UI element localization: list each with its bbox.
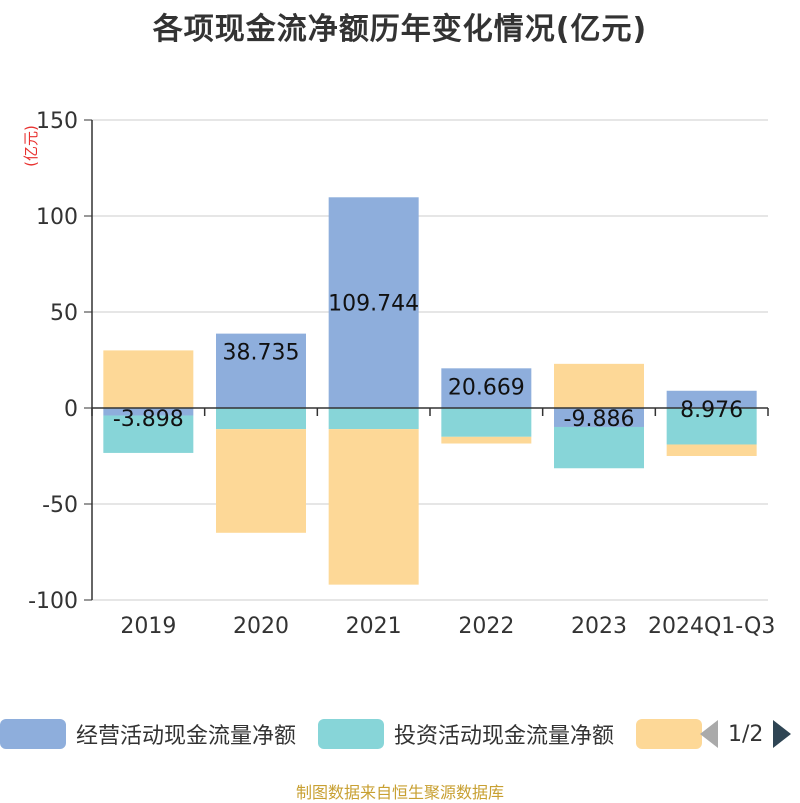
- bar-investing-2020: [216, 408, 306, 430]
- bar-financing-2021: [328, 429, 419, 585]
- data-label: -3.898: [113, 407, 184, 432]
- chevron-right-icon[interactable]: [773, 720, 792, 748]
- data-label: 8.976: [680, 398, 743, 423]
- x-tick-label: 2021: [346, 614, 402, 639]
- legend-item-operating[interactable]: 经营活动现金流量净额: [0, 718, 296, 750]
- bar-financing-2023: [554, 363, 644, 408]
- data-label: -9.886: [564, 407, 635, 432]
- y-tick-label: 150: [36, 109, 78, 134]
- bar-operating-2023: [554, 408, 644, 427]
- legend-label-investing: 投资活动现金流量净额: [394, 724, 615, 749]
- data-label: 109.744: [328, 292, 419, 317]
- chart-canvas: 150 100 50 0 -50 -100 (亿元) 2019 2020 2021 2022 2023…: [22, 109, 775, 639]
- chart-title: 各项现金流净额历年变化情况(亿元): [152, 12, 648, 47]
- bar-financing-2020: [216, 429, 306, 533]
- y-tick-label: 100: [36, 205, 78, 230]
- legend-label-operating: 经营活动现金流量净额: [76, 724, 297, 749]
- source-footer: 制图数据来自恒生聚源数据库: [295, 783, 504, 802]
- legend-swatch-operating: [0, 719, 66, 749]
- data-label: 20.669: [448, 375, 525, 400]
- bar-investing-2023: [554, 426, 644, 469]
- legend-page-indicator: 1/2: [728, 721, 764, 747]
- legend-pager: 1/2: [700, 716, 792, 752]
- x-tick-label: 2023: [571, 614, 627, 639]
- y-axis-label: (亿元): [22, 125, 40, 167]
- legend-swatch-investing: [318, 719, 385, 749]
- y-tick-label: -100: [28, 589, 78, 614]
- legend-item-investing[interactable]: 投资活动现金流量净额: [318, 718, 614, 750]
- legend: 经营活动现金流量净额 投资活动现金流量净额: [0, 717, 734, 751]
- bar-operating-2024Q1-Q3: [666, 390, 757, 408]
- bar-financing-2024Q1-Q3: [666, 444, 757, 456]
- x-tick-label: 2020: [233, 614, 289, 639]
- bar-financing-2022: [441, 436, 532, 444]
- y-tick-label: 0: [64, 397, 78, 422]
- bar-operating-2020: [216, 333, 306, 408]
- bar-investing-2021: [328, 408, 419, 430]
- bar-operating-2021: [328, 197, 419, 408]
- y-tick-label: -50: [42, 493, 78, 518]
- y-tick-label: 50: [50, 301, 78, 326]
- legend-item-financing[interactable]: [636, 719, 712, 749]
- bar-financing-2019: [103, 350, 194, 408]
- bar-investing-2019: [103, 415, 194, 453]
- x-tick-label: 2019: [120, 614, 176, 639]
- legend-swatch-financing: [636, 719, 703, 749]
- chevron-left-icon[interactable]: [700, 720, 718, 748]
- x-tick-label: 2022: [458, 614, 514, 639]
- bar-investing-2022: [441, 408, 532, 437]
- bar-investing-2024Q1-Q3: [666, 408, 757, 445]
- bar-operating-2019: [103, 408, 194, 416]
- bar-operating-2022: [441, 368, 532, 408]
- x-tick-label: 2024Q1-Q3: [648, 614, 775, 639]
- data-label: 38.735: [223, 341, 300, 366]
